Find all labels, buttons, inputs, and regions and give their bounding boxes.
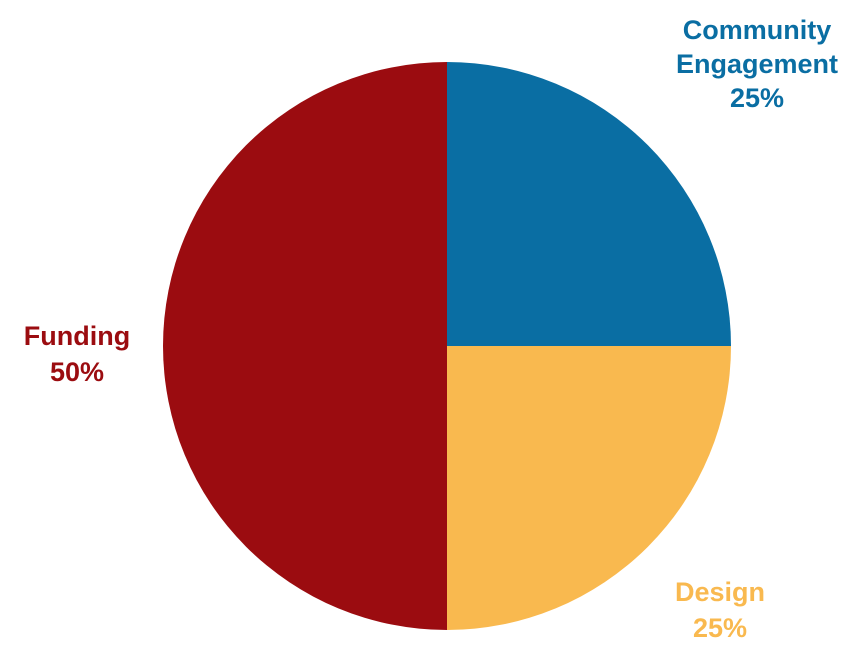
slice-label-funding: Funding 50%: [24, 321, 130, 387]
pie-slice-community-engagement: [447, 62, 731, 346]
slice-category-label: Funding: [24, 321, 130, 351]
slice-category-label: Design: [675, 577, 765, 607]
pie-slice-design: [447, 346, 731, 630]
pie-slice-funding: [163, 62, 447, 630]
slice-value-label: 50%: [50, 357, 104, 387]
slice-label-community-engagement: Community Engagement 25%: [676, 15, 838, 113]
slice-value-label: 25%: [693, 613, 747, 643]
slice-label-design: Design 25%: [675, 577, 765, 643]
slice-category-label: Engagement: [676, 49, 838, 79]
slice-category-label: Community: [683, 15, 832, 45]
slice-value-label: 25%: [730, 83, 784, 113]
